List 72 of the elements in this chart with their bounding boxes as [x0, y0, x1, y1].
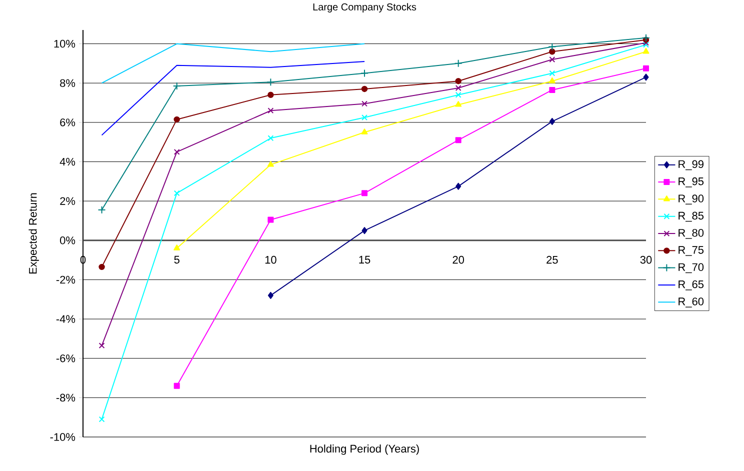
- x-tick-label: 15: [359, 256, 370, 264]
- point: [268, 92, 274, 98]
- legend-label: R_75: [678, 246, 704, 256]
- point: [549, 86, 556, 93]
- legend-label: R_65: [678, 280, 704, 290]
- legend-label: R_60: [678, 298, 704, 308]
- point: [455, 85, 462, 91]
- point: [268, 292, 274, 299]
- point: [98, 206, 106, 214]
- point: [268, 135, 274, 142]
- x-tick-label: 20: [452, 256, 464, 264]
- point: [455, 92, 462, 98]
- y-tick-label: 4%: [60, 158, 76, 166]
- point: [361, 128, 368, 134]
- point: [549, 56, 556, 62]
- point: [174, 244, 180, 250]
- point: [362, 100, 368, 107]
- point: [268, 108, 274, 114]
- x-axis-title: Holding Period (Years): [310, 444, 419, 455]
- point: [455, 78, 462, 84]
- x-tick-label: 10: [265, 256, 276, 264]
- legend-label: R_95: [678, 177, 704, 188]
- x-tick-label: 5: [174, 256, 180, 264]
- point: [362, 114, 368, 120]
- point: [98, 342, 105, 349]
- point: [266, 78, 275, 86]
- y-tick-label: -10%: [50, 433, 76, 441]
- point: [549, 48, 556, 55]
- legend-label: R_90: [678, 194, 704, 204]
- point: [172, 82, 181, 90]
- point: [98, 264, 105, 270]
- legend-label: R_85: [678, 212, 704, 222]
- point: [642, 65, 649, 72]
- y-tick-label: 6%: [60, 118, 76, 126]
- chart-title: Large Company Stocks: [313, 3, 416, 12]
- point: [455, 137, 462, 144]
- x-tick-label: 30: [640, 256, 652, 264]
- legend-label: R_80: [678, 228, 704, 239]
- x-tick-label: 25: [546, 256, 558, 264]
- point: [362, 190, 368, 196]
- point: [454, 59, 462, 68]
- point: [174, 148, 180, 155]
- y-tick-label: 0%: [60, 236, 76, 244]
- point: [455, 101, 462, 107]
- point: [548, 42, 556, 51]
- point: [642, 34, 650, 42]
- point: [642, 48, 650, 54]
- y-tick-label: -4%: [56, 315, 76, 323]
- point: [174, 382, 180, 389]
- y-axis-title: Expected Return: [28, 193, 39, 274]
- point: [456, 182, 462, 190]
- y-tick-label: -6%: [56, 354, 76, 362]
- y-tick-label: -8%: [56, 394, 76, 402]
- y-tick-label: 8%: [60, 79, 76, 87]
- point: [360, 69, 369, 78]
- point: [361, 86, 368, 92]
- y-tick-label: -2%: [56, 276, 76, 284]
- point: [549, 118, 555, 125]
- point: [549, 70, 556, 76]
- point: [548, 77, 556, 84]
- point: [174, 190, 180, 196]
- point: [174, 116, 180, 123]
- y-tick-label: 2%: [60, 197, 76, 205]
- point: [643, 74, 649, 81]
- point: [362, 227, 368, 234]
- legend-label: R_70: [678, 263, 704, 274]
- point: [98, 416, 105, 422]
- y-tick-label: 10%: [54, 40, 76, 48]
- point: [268, 216, 274, 223]
- line-series: [101, 60, 366, 136]
- point: [267, 160, 274, 167]
- legend-label: R_99: [678, 160, 704, 170]
